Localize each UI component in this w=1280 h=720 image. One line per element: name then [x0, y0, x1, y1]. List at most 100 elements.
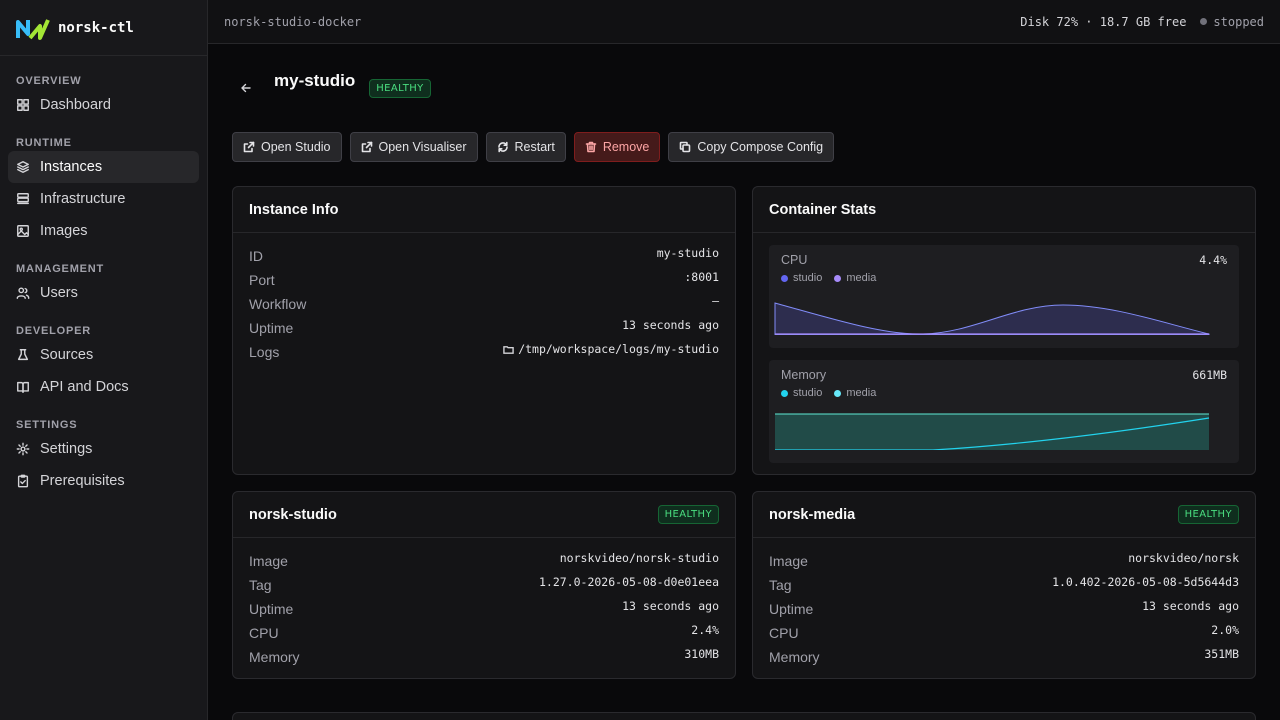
external-link-icon: [361, 141, 372, 153]
card-title: Instance Info: [249, 201, 339, 218]
cpu-label: CPU: [781, 253, 808, 267]
info-key: Memory: [249, 649, 300, 665]
sidebar-item-label: Users: [40, 285, 78, 301]
page-title: my-studio: [274, 71, 356, 90]
main-area: norsk-studio-docker Disk 72% · 18.7 GB f…: [208, 0, 1280, 720]
info-value: 2.4%: [691, 623, 719, 637]
memory-value: 661MB: [1192, 368, 1227, 382]
legend-item-media: media: [834, 387, 876, 399]
sidebar-item-label: Dashboard: [40, 97, 111, 113]
runtime-status: stopped: [1200, 15, 1264, 29]
info-key: CPU: [769, 625, 799, 641]
flask-icon: [17, 349, 29, 361]
sidebar-item-sources[interactable]: Sources: [8, 339, 199, 371]
info-key: ID: [249, 248, 263, 264]
card-header: norsk-media HEALTHY: [753, 492, 1255, 538]
disk-usage: Disk 72% · 18.7 GB free: [1020, 14, 1187, 29]
info-row-id: ID my-studio: [249, 241, 719, 265]
sidebar-item-settings[interactable]: Settings: [8, 433, 199, 465]
norsk-studio-card: norsk-studio HEALTHY Image norskvideo/nor…: [232, 491, 736, 679]
logs-path-link[interactable]: /tmp/workspace/logs/my-studio: [503, 342, 719, 356]
info-value: :8001: [684, 270, 719, 284]
info-key: Logs: [249, 344, 280, 360]
action-bar: Open Studio Open Visualiser Restart Remo…: [232, 132, 1256, 162]
section-runtime: RUNTIME: [16, 137, 72, 149]
sidebar-item-api-docs[interactable]: API and Docs: [8, 371, 199, 403]
sidebar-item-prerequisites[interactable]: Prerequisites: [8, 465, 199, 497]
memory-area-total: [775, 414, 1209, 450]
memory-stat-box: Memory 661MB studio media: [769, 360, 1239, 463]
open-visualiser-button[interactable]: Open Visualiser: [349, 132, 478, 162]
sidebar-item-dashboard[interactable]: Dashboard: [8, 89, 199, 121]
info-value: 2.0%: [1211, 623, 1239, 637]
external-link-icon: [243, 141, 255, 153]
info-value: 13 seconds ago: [1142, 599, 1239, 613]
info-key: Uptime: [249, 320, 294, 336]
topbar: norsk-studio-docker Disk 72% · 18.7 GB f…: [208, 0, 1280, 44]
brand[interactable]: norsk-ctl: [0, 0, 207, 56]
status-badge: HEALTHY: [657, 505, 719, 524]
open-visualiser-label: Open Visualiser: [378, 140, 467, 154]
section-management: MANAGEMENT: [16, 263, 105, 275]
remove-button[interactable]: Remove: [573, 132, 661, 162]
sidebar-item-label: Instances: [40, 159, 103, 175]
info-key: Tag: [769, 577, 792, 593]
info-key: Workflow: [249, 296, 307, 312]
section-overview: OVERVIEW: [16, 75, 82, 87]
card-title: norsk-media: [769, 506, 856, 523]
info-value: 1.27.0-2026-05-08-d0e01eea: [538, 575, 719, 589]
legend-item-studio: studio: [781, 387, 822, 399]
grid-icon: [17, 99, 29, 111]
cpu-value: 4.4%: [1199, 253, 1227, 267]
restart-button[interactable]: Restart: [485, 132, 566, 162]
copy-icon: [680, 141, 691, 153]
users-icon: [16, 287, 30, 299]
sidebar-item-images[interactable]: Images: [8, 215, 199, 247]
sidebar: norsk-ctl OVERVIEW Dashboard RUNTIME Ins…: [0, 0, 208, 720]
status-dot-icon: [1200, 18, 1208, 25]
arrow-left-icon[interactable]: [232, 74, 260, 102]
sidebar-item-label: Images: [40, 223, 88, 239]
copy-compose-config-button[interactable]: Copy Compose Config: [668, 132, 835, 162]
status-badge: HEALTHY: [369, 78, 431, 98]
sidebar-nav: OVERVIEW Dashboard RUNTIME Instances Inf…: [0, 56, 207, 497]
cpu-stat-box: CPU 4.4% studio media: [769, 245, 1239, 348]
legend-item-media: media: [834, 272, 876, 284]
next-card-peek: [232, 712, 1256, 720]
memory-legend: studio media: [781, 387, 1227, 399]
row-cpu: CPU 2.0%: [769, 618, 1239, 642]
norsk-logo-icon: [16, 18, 50, 40]
memory-label: Memory: [781, 368, 827, 382]
info-value: —: [712, 294, 719, 308]
sidebar-item-users[interactable]: Users: [8, 277, 199, 309]
info-row-uptime: Uptime 13 seconds ago: [249, 313, 719, 337]
legend-item-studio: studio: [781, 272, 822, 284]
server-icon: [17, 193, 29, 205]
layers-icon: [17, 161, 29, 173]
info-key: Image: [769, 553, 808, 569]
info-key: Image: [249, 553, 288, 569]
norsk-media-card: norsk-media HEALTHY Image norskvideo/nors…: [752, 491, 1256, 679]
refresh-icon: [497, 141, 508, 153]
remove-label: Remove: [602, 140, 650, 154]
info-key: CPU: [249, 625, 279, 641]
card-header: Container Stats: [753, 187, 1255, 233]
info-row-logs: Logs /tmp/workspace/logs/my-studio: [249, 337, 719, 361]
sidebar-item-instances[interactable]: Instances: [8, 151, 199, 183]
card-title: Container Stats: [769, 201, 877, 218]
info-value: 13 seconds ago: [622, 599, 719, 613]
card-title: norsk-studio: [249, 506, 337, 523]
open-studio-button[interactable]: Open Studio: [232, 132, 342, 162]
cpu-area-studio: [774, 302, 1210, 335]
norsk-media-list: Image norskvideo/norsk Tag 1.0.402-2026-05…: [753, 538, 1255, 666]
sidebar-item-label: Infrastructure: [40, 191, 126, 207]
context-name: norsk-studio-docker: [224, 14, 362, 29]
row-memory: Memory 310MB: [249, 642, 719, 666]
clipboard-check-icon: [17, 474, 29, 488]
legend-label: studio: [793, 272, 823, 284]
info-row-port: Port :8001: [249, 265, 719, 289]
cpu-legend: studio media: [781, 272, 1227, 284]
sidebar-item-infrastructure[interactable]: Infrastructure: [8, 183, 199, 215]
sidebar-item-label: Settings: [40, 441, 93, 457]
info-value: 13 seconds ago: [622, 318, 719, 332]
